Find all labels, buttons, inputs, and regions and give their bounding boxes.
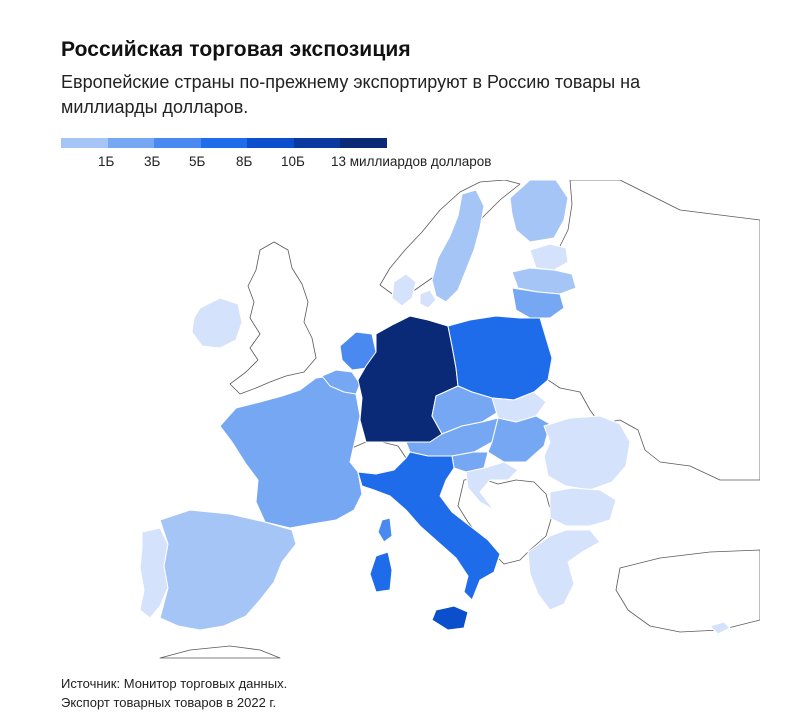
color-legend: 1Б 3Б 5Б 8Б 10Б 13 миллиардов долларов — [61, 138, 491, 169]
legend-label-1b: 1Б — [98, 154, 115, 169]
legend-color-bar — [61, 138, 387, 148]
chart-title: Российская торговая экспозиция — [61, 38, 411, 61]
chart-subtitle: Европейские страны по-прежнему экспортир… — [61, 72, 641, 117]
country-sicily — [431, 605, 469, 631]
country-lithuania — [511, 287, 565, 319]
country-ireland — [191, 297, 243, 349]
europe-map — [139, 180, 760, 659]
legend-label-13b: 13 миллиардов долларов — [331, 154, 492, 169]
country-croatia — [465, 461, 519, 511]
legend-label-3b: 3Б — [144, 154, 161, 169]
legend-swatch-3 — [154, 138, 201, 148]
legend-swatch-2 — [107, 138, 154, 148]
source-line: Источник: Монитор торговых данных. — [61, 676, 288, 691]
country-romania — [543, 415, 631, 491]
legend-swatch-7 — [340, 138, 387, 148]
country-greece — [527, 529, 601, 611]
country-bulgaria — [549, 487, 617, 527]
note-line: Экспорт товарных товаров в 2022 г. — [61, 695, 277, 710]
country-poland — [447, 315, 553, 401]
source-note: Источник: Монитор торговых данных. Экспо… — [61, 674, 287, 712]
country-sardinia — [369, 551, 393, 593]
country-corsica — [377, 517, 393, 543]
country-hungary — [487, 415, 551, 463]
country-france — [219, 375, 363, 529]
country-latvia — [511, 267, 577, 295]
legend-swatch-6 — [293, 138, 340, 148]
country-spain — [159, 509, 297, 631]
legend-labels: 1Б 3Б 5Б 8Б 10Б 13 миллиардов долларов — [61, 154, 561, 174]
country-sweden — [431, 189, 485, 303]
country-cyprus — [709, 621, 731, 635]
legend-label-10b: 10Б — [281, 154, 305, 169]
country-denmark — [391, 273, 437, 309]
legend-label-8b: 8Б — [236, 154, 253, 169]
country-italy — [357, 451, 501, 601]
legend-swatch-5 — [247, 138, 294, 148]
country-morocco-coast — [159, 645, 281, 659]
country-belgium — [321, 369, 361, 395]
legend-swatch-4 — [200, 138, 247, 148]
country-uk — [229, 241, 317, 395]
legend-label-5b: 5Б — [189, 154, 206, 169]
country-finland — [509, 180, 569, 243]
legend-swatch-1 — [61, 138, 108, 148]
country-turkey — [615, 549, 760, 633]
